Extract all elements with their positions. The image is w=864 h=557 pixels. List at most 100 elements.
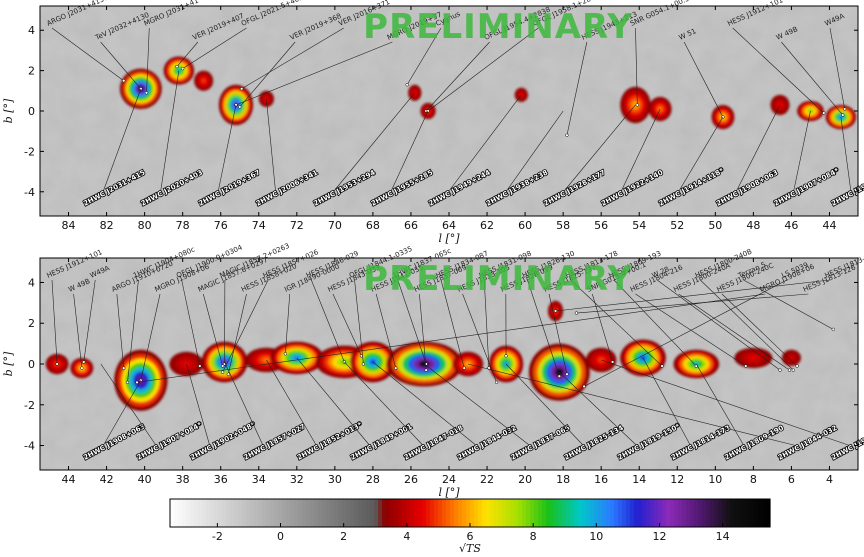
colorbar-segment <box>546 499 551 527</box>
x-tick-label: 20 <box>518 473 532 486</box>
leader-line <box>182 27 247 69</box>
colorbar-segment <box>366 499 371 527</box>
colorbar-segment <box>614 499 619 527</box>
leader-line <box>397 279 427 365</box>
hawc-leader-line <box>160 70 180 193</box>
leader-line <box>613 279 697 367</box>
x-tick-label: 62 <box>480 219 494 232</box>
colorbar-segment <box>330 499 335 527</box>
significance-contour <box>265 97 268 101</box>
y-tick-label: -4 <box>24 440 35 453</box>
colorbar-segment <box>646 499 651 527</box>
colorbar-segment <box>190 499 195 527</box>
colorbar-segment <box>334 499 339 527</box>
colorbar-segment <box>698 499 703 527</box>
x-tick-label: 32 <box>290 473 304 486</box>
leader-line <box>527 279 560 377</box>
x-tick-label: 68 <box>366 219 380 232</box>
y-tick-label: 0 <box>28 358 35 371</box>
leader-line <box>635 293 746 367</box>
colorbar-segment <box>490 499 495 527</box>
colorbar-segment <box>522 499 527 527</box>
source-marker <box>181 66 185 71</box>
colorbar-segment <box>342 499 347 527</box>
source-marker <box>122 79 126 83</box>
source-marker <box>405 83 409 87</box>
colorbar-segment <box>738 499 743 527</box>
colorbar-segment <box>442 499 447 527</box>
source-marker <box>80 366 84 370</box>
leader-line <box>583 279 787 387</box>
source-marker <box>494 380 499 384</box>
x-tick-label: 56 <box>594 219 608 232</box>
leader-line <box>83 279 96 363</box>
significance-contour <box>750 356 757 360</box>
x-tick-label: 74 <box>252 219 266 232</box>
colorbar-segment <box>650 499 655 527</box>
x-tick-label: 40 <box>138 473 152 486</box>
leader-line <box>732 27 824 114</box>
colorbar-segment <box>538 499 543 527</box>
x-axis-label: l [°] <box>438 232 460 245</box>
leader-line <box>51 27 124 81</box>
colorbar-segment <box>234 499 239 527</box>
leader-line <box>285 293 291 354</box>
y-axis-label: b [°] <box>2 98 15 123</box>
colorbar-segment <box>638 499 643 527</box>
preliminary-watermark: PRELIMINARY <box>363 259 633 299</box>
y-tick-label: 4 <box>28 276 35 289</box>
leader-line <box>683 41 724 118</box>
x-tick-label: 44 <box>62 473 76 486</box>
colorbar-segment <box>574 499 579 527</box>
colorbar-segment <box>230 499 235 527</box>
colorbar-segment <box>606 499 611 527</box>
x-tick-label: 44 <box>822 219 836 232</box>
leader-line <box>146 27 150 93</box>
colorbar-segment <box>394 499 399 527</box>
leader-line <box>635 27 638 105</box>
leader-line <box>51 279 58 365</box>
source-marker <box>504 354 508 358</box>
colorbar-segment <box>542 499 547 527</box>
colorbar-segment <box>446 499 451 527</box>
leader-line <box>406 27 442 85</box>
source-marker <box>822 111 826 115</box>
leader-line <box>781 41 844 116</box>
source-marker <box>198 364 202 368</box>
hawc-leader-line <box>100 363 157 447</box>
colorbar-segment <box>382 499 387 527</box>
colorbar-segment <box>570 499 575 527</box>
colorbar-segment <box>370 499 375 527</box>
source-marker <box>843 107 847 111</box>
colorbar-segment <box>214 499 219 527</box>
colorbar-segment <box>550 499 555 527</box>
colorbar-segment <box>618 499 623 527</box>
leader-line <box>140 293 161 381</box>
source-marker <box>135 380 139 384</box>
leader-line <box>566 41 588 136</box>
source-marker <box>557 374 561 378</box>
leader-line <box>181 279 201 367</box>
colorbar-segment <box>494 499 499 527</box>
y-tick-label: -4 <box>24 186 35 199</box>
source-marker <box>565 372 569 376</box>
colorbar-segment <box>454 499 459 527</box>
colorbar-segment <box>610 499 615 527</box>
colorbar-segment <box>266 499 271 527</box>
leader-line <box>656 279 781 371</box>
source-marker <box>175 64 179 69</box>
x-tick-label: 58 <box>556 219 570 232</box>
x-tick-label: 64 <box>442 219 456 232</box>
hawc-leader-line <box>559 371 638 447</box>
source-marker <box>553 309 558 313</box>
hawc-leader-line <box>505 363 585 447</box>
x-tick-label: 38 <box>176 473 190 486</box>
source-marker <box>144 91 149 95</box>
colorbar-segment <box>562 499 567 527</box>
colorbar-segment <box>762 499 767 527</box>
colorbar-segment <box>622 499 627 527</box>
hawc-leader-line <box>424 363 531 447</box>
leader-line <box>354 279 364 365</box>
preliminary-watermark: PRELIMINARY <box>363 7 633 47</box>
